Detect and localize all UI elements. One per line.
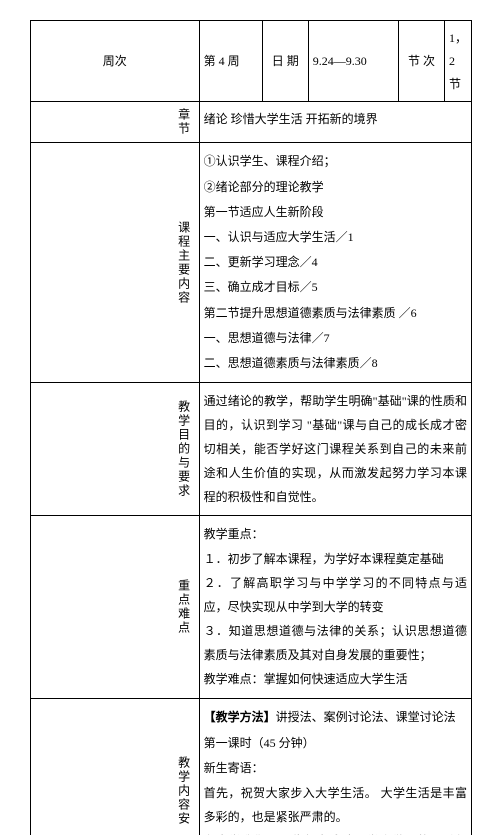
week-value: 第 4 周: [199, 21, 262, 102]
greeting-line: 新生寄语：: [204, 756, 467, 781]
keypoint-item: ２．了解高职学习与中学学习的不同特点与适应，尽快实现从中学到大学的转变: [204, 571, 467, 619]
chapter-value: 绪论 珍惜大学生活 开拓新的境界: [199, 102, 471, 143]
arrangement-row: 教学内容安 【教学方法】讲授法、案例讨论法、课堂讨论法 第一课时（45 分钟） …: [31, 699, 472, 835]
keypoints-body: 教学重点： １．初步了解本课程，为学好本课程奠定基础 ２．了解高职学习与中学学习…: [199, 516, 471, 699]
method-text: 讲授法、案例讨论法、课堂讨论法: [276, 710, 456, 724]
arrangement-para: 首先，祝贺大家步入大学生活。 大学生活是丰富多彩的，也是紧张严肃的。: [204, 781, 467, 829]
objectives-body: 通过绪论的教学，帮助学生明确"基础"课的性质和目的，认识到学习 "基础"课与自己…: [199, 383, 471, 516]
method-line: 【教学方法】讲授法、案例讨论法、课堂讨论法: [204, 705, 467, 730]
content-line: 一、认识与适应大学生活／1: [204, 225, 467, 250]
content-line: 第一节适应人生新阶段: [204, 200, 467, 225]
objectives-label: 教学目的与要求: [31, 383, 200, 516]
week-label: 周次: [31, 21, 200, 102]
content-line: 三、确立成才目标／5: [204, 275, 467, 300]
content-line: 第二节提升思想道德素质与法律素质 ／6: [204, 301, 467, 326]
objectives-text: 通过绪论的教学，帮助学生明确"基础"课的性质和目的，认识到学习 "基础"课与自己…: [204, 389, 467, 509]
content-line: ①认识学生、课程介绍；: [204, 149, 467, 174]
arrangement-label: 教学内容安: [31, 699, 200, 835]
content-line: ②绪论部分的理论教学: [204, 175, 467, 200]
date-value: 9.24—9.30: [308, 21, 398, 102]
keypoints-row: 重点难点 教学重点： １．初步了解本课程，为学好本课程奠定基础 ２．了解高职学习…: [31, 516, 472, 699]
keypoint-item: １．初步了解本课程，为学好本课程奠定基础: [204, 547, 467, 571]
chapter-row: 章节 绪论 珍惜大学生活 开拓新的境界: [31, 102, 472, 143]
keypoints-difficulty: 教学难点：掌握如何快速适应大学生活: [204, 667, 467, 692]
session-line: 第一课时（45 分钟）: [204, 731, 467, 756]
course-content-label: 课程主要内容: [31, 143, 200, 383]
chapter-label: 章节: [31, 102, 200, 143]
lesson-plan-table: 周次 第 4 周 日 期 9.24—9.30 节 次 1，2 节 章节 绪论 珍…: [30, 20, 472, 835]
objectives-row: 教学目的与要求 通过绪论的教学，帮助学生明确"基础"课的性质和目的，认识到学习 …: [31, 383, 472, 516]
date-label: 日 期: [262, 21, 308, 102]
period-value: 1，2 节: [444, 21, 471, 102]
course-content-body: ①认识学生、课程介绍； ②绪论部分的理论教学 第一节适应人生新阶段 一、认识与适…: [199, 143, 471, 383]
course-content-row: 课程主要内容 ①认识学生、课程介绍； ②绪论部分的理论教学 第一节适应人生新阶段…: [31, 143, 472, 383]
keypoint-item: ３．知道思想道德与法律的关系；认识思想道德素质与法律素质及其对自身发展的重要性；: [204, 619, 467, 667]
header-row: 周次 第 4 周 日 期 9.24—9.30 节 次 1，2 节: [31, 21, 472, 102]
content-line: 二、更新学习理念／4: [204, 250, 467, 275]
method-label: 【教学方法】: [204, 710, 276, 724]
keypoints-label: 重点难点: [31, 516, 200, 699]
content-line: 一、思想道德与法律／7: [204, 326, 467, 351]
content-line: 二、思想道德素质与法律素质／8: [204, 351, 467, 376]
arrangement-body: 【教学方法】讲授法、案例讨论法、课堂讨论法 第一课时（45 分钟） 新生寄语： …: [199, 699, 471, 835]
arrangement-para: 在大学我们要面临努力成才与学会做人的双重任务，需要面对和处理学习、生: [204, 829, 467, 835]
period-label: 节 次: [399, 21, 445, 102]
keypoints-heading: 教学重点：: [204, 522, 467, 547]
